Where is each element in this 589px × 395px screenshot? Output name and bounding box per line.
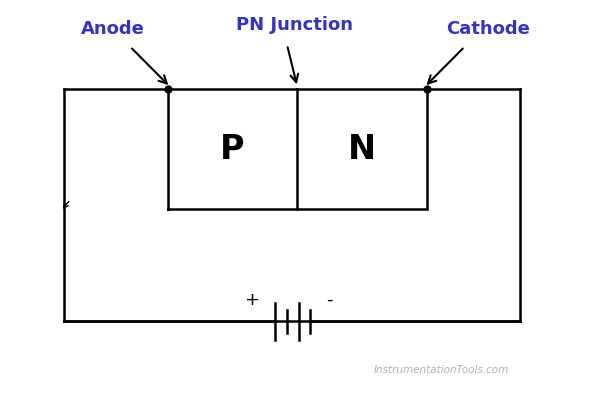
Text: -: - (326, 291, 332, 309)
Text: N: N (348, 133, 376, 166)
Text: +: + (244, 291, 259, 309)
Text: InstrumentationTools.com: InstrumentationTools.com (374, 365, 509, 375)
Text: PN Junction: PN Junction (236, 16, 353, 34)
Text: Cathode: Cathode (446, 20, 530, 38)
Text: Anode: Anode (81, 20, 145, 38)
Text: P: P (220, 133, 244, 166)
